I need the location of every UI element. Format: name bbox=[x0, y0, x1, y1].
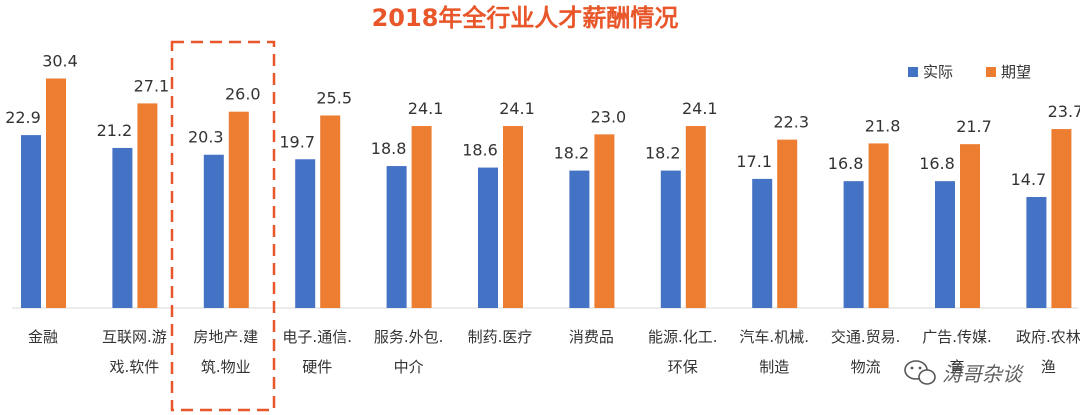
wechat-icon bbox=[904, 360, 936, 385]
value-label-actual: 16.8 bbox=[828, 154, 864, 173]
value-label-expected: 24.1 bbox=[408, 99, 444, 118]
category-label: 渔 bbox=[1041, 358, 1056, 376]
bar-actual bbox=[295, 159, 316, 308]
category-label: 硬件 bbox=[302, 358, 332, 376]
value-label-expected: 25.5 bbox=[316, 88, 352, 107]
bar-actual bbox=[660, 170, 681, 308]
category-label: 制造 bbox=[759, 358, 789, 376]
legend-label-actual: 实际 bbox=[923, 63, 953, 81]
value-label-expected: 30.4 bbox=[42, 51, 78, 70]
bar-expected bbox=[411, 126, 432, 308]
value-label-expected: 23.0 bbox=[591, 107, 627, 126]
value-label-expected: 21.8 bbox=[865, 116, 901, 135]
category-label: 筑.物业 bbox=[201, 358, 251, 376]
category-label: 交通.贸易. bbox=[831, 328, 901, 346]
bar-actual bbox=[478, 167, 498, 308]
bar-expected bbox=[503, 126, 523, 308]
value-label-actual: 18.8 bbox=[371, 139, 407, 158]
category-label: 育 bbox=[949, 358, 964, 376]
category-label: 金融 bbox=[28, 328, 58, 346]
value-label-actual: 20.3 bbox=[188, 128, 224, 147]
value-label-expected: 27.1 bbox=[134, 76, 170, 95]
category-label: 物流 bbox=[851, 358, 881, 376]
legend: 实际 期望 bbox=[908, 63, 1031, 81]
category-label: 电子.通信. bbox=[282, 328, 352, 346]
category-label: 消费品 bbox=[569, 328, 614, 346]
category-label: 广告.传媒. bbox=[922, 328, 992, 346]
category-label: 中介 bbox=[394, 358, 424, 376]
bar-expected bbox=[46, 78, 66, 308]
category-label: 房地产.建 bbox=[193, 328, 258, 346]
bar-actual bbox=[569, 170, 590, 308]
bar-actual bbox=[21, 135, 41, 308]
watermark: 涛哥杂谈 bbox=[904, 360, 1025, 386]
bar-expected bbox=[1051, 129, 1072, 308]
category-label: 能源.化工. bbox=[648, 328, 718, 346]
bar-expected bbox=[320, 115, 341, 308]
bar-actual bbox=[112, 147, 133, 308]
bar-expected bbox=[777, 139, 798, 308]
legend-swatch-expected bbox=[986, 67, 996, 77]
value-label-actual: 19.7 bbox=[279, 132, 315, 151]
bar-actual bbox=[843, 181, 864, 308]
bar-actual bbox=[1026, 197, 1047, 308]
bar-expected bbox=[868, 143, 889, 308]
value-label-actual: 18.6 bbox=[462, 141, 498, 160]
category-label: 服务.外包. bbox=[374, 328, 444, 346]
value-label-actual: 18.2 bbox=[554, 144, 590, 163]
watermark-text: 涛哥杂谈 bbox=[942, 362, 1025, 386]
category-label: 政府.农林 bbox=[1016, 328, 1080, 346]
value-label-actual: 21.2 bbox=[97, 121, 133, 140]
category-label: 制药.医疗 bbox=[468, 328, 533, 346]
value-label-expected: 26.0 bbox=[225, 85, 261, 104]
category-labels-group: 金融 互联网.游戏.软件 房地产.建筑.物业 电子.通信. 硬件 服务.外包. 中介 制药.医… bbox=[28, 328, 1080, 376]
value-label-actual: 18.2 bbox=[645, 144, 681, 163]
bar-actual bbox=[935, 181, 955, 308]
value-labels-group: 22.9 30.4 21.2 27.1 20.3 26.0 19.7 25.5 18.8 24.1… bbox=[5, 51, 1080, 189]
chart-title: 2018年全行业人才薪酬情况 bbox=[372, 4, 679, 32]
value-label-expected: 24.1 bbox=[499, 99, 535, 118]
bar-expected bbox=[685, 126, 706, 308]
bar-actual bbox=[752, 178, 773, 308]
bar-expected bbox=[137, 103, 158, 309]
bar-actual bbox=[386, 166, 407, 308]
category-label: 戏.软件 bbox=[110, 358, 160, 376]
category-label: 汽车.机械. bbox=[739, 328, 809, 346]
bars-group bbox=[21, 78, 1072, 309]
category-label: 环保 bbox=[668, 358, 698, 376]
category-label: 互联网.游 bbox=[102, 328, 167, 346]
legend-swatch-actual bbox=[908, 67, 918, 77]
value-label-expected: 21.7 bbox=[956, 117, 992, 136]
value-label-actual: 22.9 bbox=[5, 108, 41, 127]
legend-label-expected: 期望 bbox=[1001, 63, 1031, 81]
bar-expected bbox=[960, 144, 980, 308]
value-label-actual: 17.1 bbox=[736, 152, 772, 171]
bar-expected bbox=[594, 134, 615, 308]
value-label-actual: 16.8 bbox=[919, 154, 955, 173]
value-label-expected: 23.7 bbox=[1048, 102, 1080, 121]
bar-expected bbox=[228, 111, 249, 308]
value-label-expected: 24.1 bbox=[682, 99, 718, 118]
bar-actual bbox=[203, 154, 224, 308]
value-label-expected: 22.3 bbox=[773, 113, 809, 132]
value-label-actual: 14.7 bbox=[1011, 170, 1047, 189]
highlight-box bbox=[170, 40, 276, 412]
